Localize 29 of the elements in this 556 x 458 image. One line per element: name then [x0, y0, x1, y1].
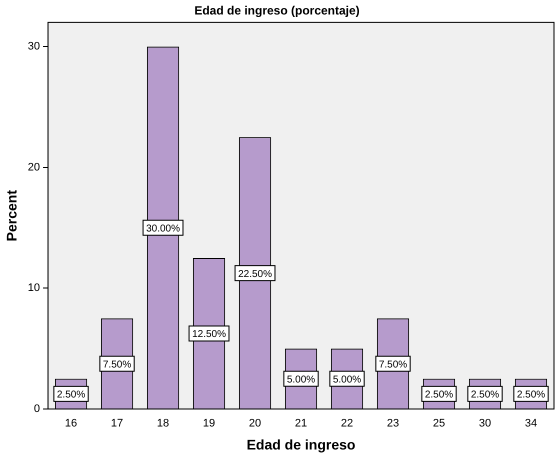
x-tick-label: 17 — [110, 418, 124, 430]
y-tick-label: 20 — [28, 161, 40, 174]
x-tick-label: 20 — [248, 418, 262, 430]
data-label: 2.50% — [424, 390, 454, 401]
x-tick-label: 22 — [340, 418, 354, 430]
data-label: 2.50% — [516, 390, 546, 401]
data-label: 7.50% — [378, 359, 408, 370]
y-tick-label: 10 — [28, 282, 40, 294]
data-label: 22.50% — [238, 268, 272, 280]
x-tick-label: 18 — [156, 418, 170, 430]
chart-title: Edad de ingreso (porcentaje) — [194, 4, 360, 18]
x-tick-label: 34 — [524, 418, 538, 430]
y-tick-label: 30 — [28, 40, 40, 53]
x-axis-title: Edad de ingreso — [246, 436, 356, 452]
data-label: 7.50% — [102, 359, 132, 370]
data-label: 2.50% — [470, 390, 500, 401]
x-tick-label: 21 — [294, 418, 308, 430]
x-tick-label: 19 — [202, 418, 216, 430]
data-label: 5.00% — [286, 374, 316, 386]
x-tick-label: 23 — [386, 418, 400, 430]
data-label: 30.00% — [146, 224, 180, 235]
data-label: 12.50% — [192, 329, 226, 340]
data-label: 5.00% — [332, 374, 362, 386]
data-label: 2.50% — [56, 390, 86, 401]
y-tick-label: 0 — [34, 403, 40, 416]
x-tick-label: 25 — [432, 418, 446, 430]
x-tick-label: 30 — [478, 418, 492, 430]
y-axis-title: Percent — [3, 190, 20, 242]
x-tick-label: 16 — [64, 418, 78, 430]
